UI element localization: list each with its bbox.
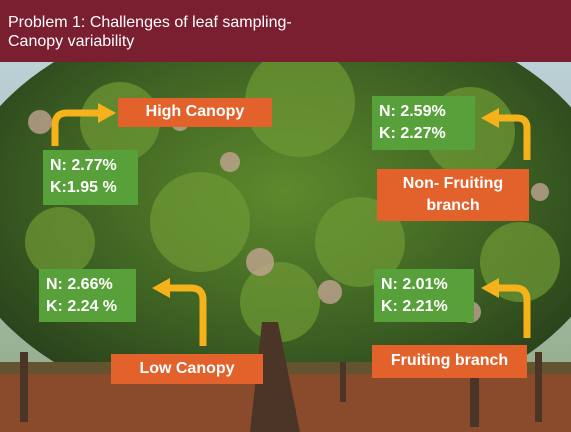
arrow-head (98, 103, 116, 123)
value: N: 2.66% (46, 274, 136, 296)
value: K: 2.24 % (46, 296, 136, 318)
value: N: 2.59% (379, 101, 475, 123)
arrow-head (481, 108, 499, 128)
label-box: Low Canopy (111, 354, 263, 384)
arrow-head (481, 278, 499, 298)
value: N: 2.01% (381, 274, 474, 296)
value-box: N: 2.01% K: 2.21% (374, 269, 474, 322)
arrow (55, 113, 100, 146)
label-box: Fruiting branch (372, 345, 527, 378)
arrow (497, 118, 527, 160)
arrow-head (152, 278, 170, 298)
label: High Canopy (118, 101, 272, 123)
value: K: 2.27% (379, 123, 475, 145)
label: branch (377, 195, 529, 217)
value-box: N: 2.66% K: 2.24 % (39, 269, 136, 322)
label-box: Non- Fruiting branch (377, 169, 529, 221)
label: Non- Fruiting (377, 173, 529, 195)
arrow (168, 288, 203, 346)
slide: Problem 1: Challenges of leaf sampling- … (0, 0, 571, 432)
label-box: High Canopy (118, 98, 272, 127)
value-box: N: 2.77% K:1.95 % (43, 150, 138, 205)
label: Low Canopy (111, 358, 263, 380)
label: Fruiting branch (372, 350, 527, 372)
arrow (497, 288, 527, 338)
value: K:1.95 % (50, 177, 138, 199)
value-box: N: 2.59% K: 2.27% (372, 96, 475, 150)
value: N: 2.77% (50, 155, 138, 177)
value: K: 2.21% (381, 296, 474, 318)
